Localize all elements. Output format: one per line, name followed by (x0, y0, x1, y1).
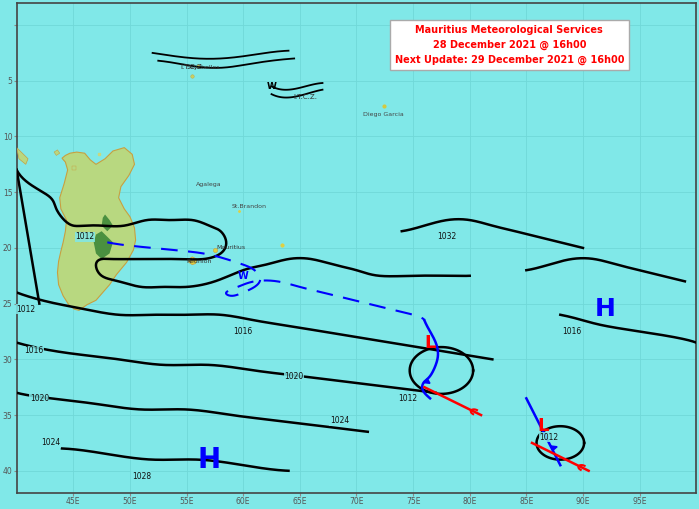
Polygon shape (57, 148, 136, 310)
Text: Mauritius Meteorological Services
28 December 2021 @ 16h00
Next Update: 29 Decem: Mauritius Meteorological Services 28 Dec… (395, 25, 624, 65)
Text: 1016: 1016 (562, 327, 582, 336)
Text: H: H (198, 445, 221, 474)
Text: Agalega: Agalega (196, 182, 222, 187)
Text: 1028: 1028 (131, 472, 151, 481)
Polygon shape (101, 214, 113, 231)
Text: 1016: 1016 (24, 346, 43, 355)
Text: St.Brandon: St.Brandon (231, 204, 266, 209)
Text: 1012: 1012 (540, 433, 559, 442)
Text: Seychelles: Seychelles (187, 65, 220, 70)
Polygon shape (17, 148, 28, 164)
Text: H: H (595, 297, 616, 321)
Text: Diego Garcia: Diego Garcia (363, 112, 404, 117)
Polygon shape (189, 257, 197, 265)
Text: I.T.C.Z.: I.T.C.Z. (294, 95, 317, 100)
Polygon shape (94, 231, 113, 259)
Text: W: W (266, 82, 277, 91)
Text: 1012: 1012 (398, 394, 417, 403)
Text: L: L (424, 333, 435, 352)
Text: 1012: 1012 (75, 232, 94, 241)
Text: 1024: 1024 (330, 416, 349, 425)
Text: I.T.C.Z.: I.T.C.Z. (180, 65, 204, 70)
Text: 1024: 1024 (41, 438, 60, 447)
Text: Réunion: Réunion (187, 259, 212, 264)
Text: 1012: 1012 (16, 305, 36, 314)
Text: 1016: 1016 (233, 327, 253, 336)
Text: Mauritius: Mauritius (216, 245, 245, 250)
Text: W: W (238, 271, 249, 281)
Text: L: L (538, 417, 549, 435)
Polygon shape (551, 446, 557, 450)
Text: 1032: 1032 (438, 232, 456, 241)
Text: 1020: 1020 (284, 372, 304, 381)
Text: 1020: 1020 (30, 394, 49, 403)
Polygon shape (424, 379, 430, 383)
Polygon shape (54, 150, 59, 155)
